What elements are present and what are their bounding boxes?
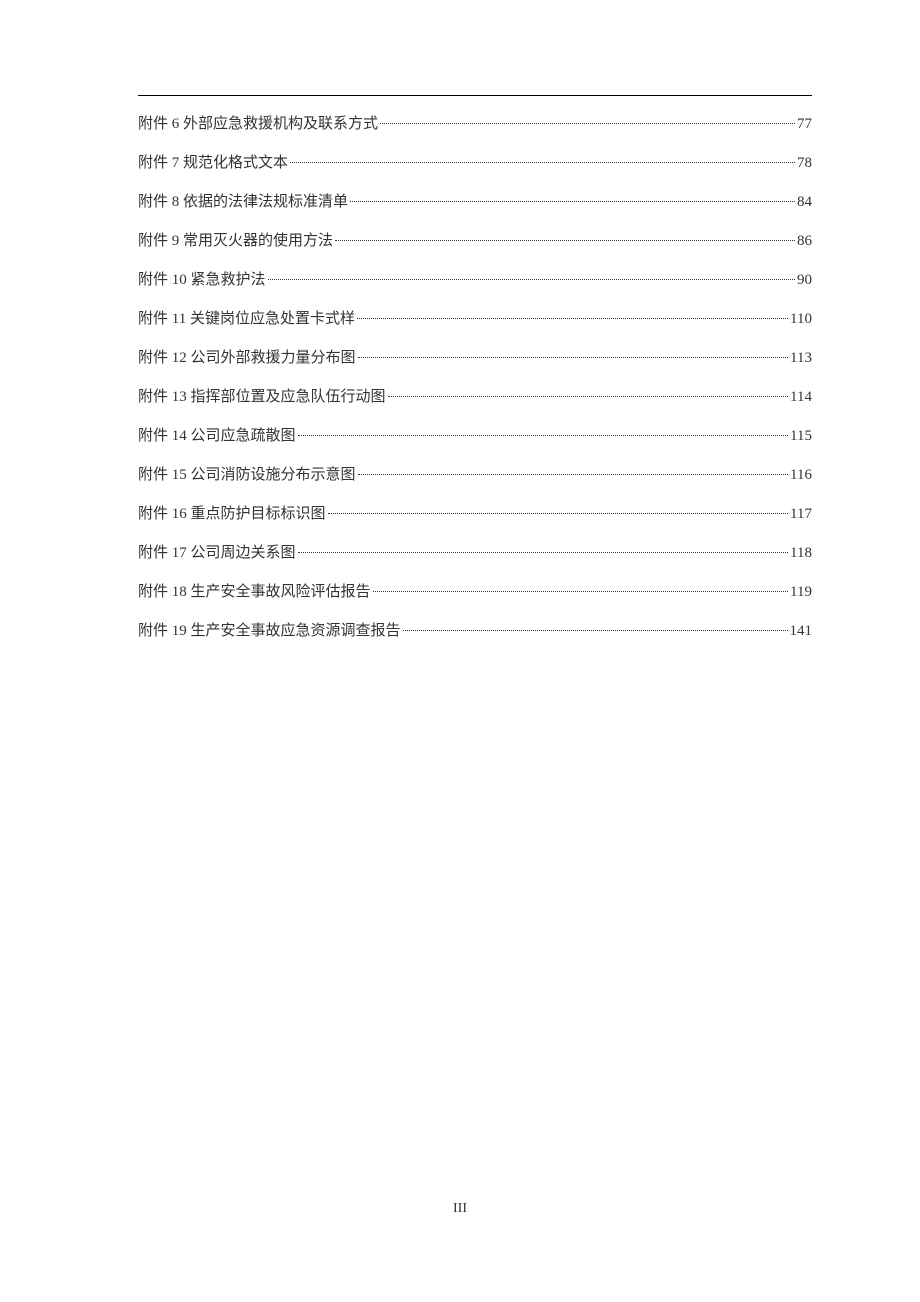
toc-page: 84	[797, 192, 812, 213]
toc-entry: 附件 19 生产安全事故应急资源调查报告 141	[138, 621, 812, 642]
toc-label: 附件 16 重点防护目标标识图	[138, 504, 326, 525]
toc-page: 86	[797, 231, 812, 252]
toc-entry: 附件 11 关键岗位应急处置卡式样 110	[138, 309, 812, 330]
toc-page: 116	[790, 465, 812, 486]
toc-entry: 附件 10 紧急救护法 90	[138, 270, 812, 291]
toc-dots	[328, 513, 789, 514]
toc-label: 附件 15 公司消防设施分布示意图	[138, 465, 356, 486]
toc-page: 119	[790, 582, 812, 603]
toc-page: 77	[797, 114, 812, 135]
toc-page: 141	[790, 621, 813, 642]
toc-list: 附件 6 外部应急救援机构及联系方式 77 附件 7 规范化格式文本 78 附件…	[138, 114, 812, 642]
toc-dots	[380, 123, 795, 124]
toc-dots	[298, 552, 789, 553]
toc-label: 附件 6 外部应急救援机构及联系方式	[138, 114, 378, 135]
toc-page: 113	[790, 348, 812, 369]
toc-label: 附件 18 生产安全事故风险评估报告	[138, 582, 371, 603]
toc-entry: 附件 15 公司消防设施分布示意图 116	[138, 465, 812, 486]
toc-label: 附件 17 公司周边关系图	[138, 543, 296, 564]
toc-entry: 附件 16 重点防护目标标识图 117	[138, 504, 812, 525]
toc-label: 附件 10 紧急救护法	[138, 270, 266, 291]
toc-entry: 附件 7 规范化格式文本 78	[138, 153, 812, 174]
toc-page: 118	[790, 543, 812, 564]
toc-entry: 附件 9 常用灭火器的使用方法 86	[138, 231, 812, 252]
toc-entry: 附件 14 公司应急疏散图 115	[138, 426, 812, 447]
toc-dots	[350, 201, 795, 202]
toc-label: 附件 11 关键岗位应急处置卡式样	[138, 309, 355, 330]
toc-entry: 附件 17 公司周边关系图 118	[138, 543, 812, 564]
toc-page: 115	[790, 426, 812, 447]
toc-page: 117	[790, 504, 812, 525]
toc-label: 附件 19 生产安全事故应急资源调查报告	[138, 621, 401, 642]
toc-dots	[357, 318, 788, 319]
toc-page: 110	[790, 309, 812, 330]
toc-entry: 附件 13 指挥部位置及应急队伍行动图 114	[138, 387, 812, 408]
toc-entry: 附件 6 外部应急救援机构及联系方式 77	[138, 114, 812, 135]
toc-dots	[290, 162, 795, 163]
toc-label: 附件 13 指挥部位置及应急队伍行动图	[138, 387, 386, 408]
toc-label: 附件 14 公司应急疏散图	[138, 426, 296, 447]
toc-dots	[268, 279, 795, 280]
toc-dots	[298, 435, 789, 436]
toc-entry: 附件 18 生产安全事故风险评估报告 119	[138, 582, 812, 603]
toc-label: 附件 12 公司外部救援力量分布图	[138, 348, 356, 369]
header-rule	[138, 95, 812, 96]
toc-page: 78	[797, 153, 812, 174]
toc-label: 附件 8 依据的法律法规标准清单	[138, 192, 348, 213]
page-number: III	[0, 1201, 920, 1217]
page-container: 附件 6 外部应急救援机构及联系方式 77 附件 7 规范化格式文本 78 附件…	[0, 0, 920, 1302]
toc-dots	[358, 357, 789, 358]
toc-dots	[373, 591, 789, 592]
toc-dots	[358, 474, 789, 475]
toc-page: 114	[790, 387, 812, 408]
toc-dots	[388, 396, 789, 397]
toc-dots	[403, 630, 788, 631]
toc-entry: 附件 12 公司外部救援力量分布图 113	[138, 348, 812, 369]
toc-label: 附件 9 常用灭火器的使用方法	[138, 231, 333, 252]
toc-entry: 附件 8 依据的法律法规标准清单 84	[138, 192, 812, 213]
toc-page: 90	[797, 270, 812, 291]
toc-label: 附件 7 规范化格式文本	[138, 153, 288, 174]
toc-dots	[335, 240, 795, 241]
